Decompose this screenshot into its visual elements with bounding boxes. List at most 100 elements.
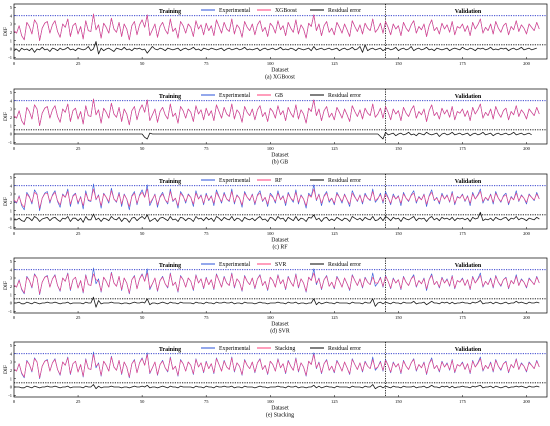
legend-label-1: Experimental bbox=[219, 93, 251, 99]
x-tick-label: 125 bbox=[331, 146, 339, 151]
y-tick-label: 1 bbox=[10, 123, 12, 128]
legend-label-3: Residual error bbox=[328, 8, 361, 14]
y-tick-label: -1 bbox=[8, 55, 12, 60]
x-tick-label: 0 bbox=[13, 315, 16, 320]
panel-caption: (d) SVR bbox=[270, 328, 290, 335]
region-label-validation: Validation bbox=[455, 94, 482, 100]
legend-label-3: Residual error bbox=[328, 346, 361, 352]
series-line-3 bbox=[14, 211, 540, 223]
x-axis-label: Dataset bbox=[271, 153, 289, 159]
x-tick-label: 75 bbox=[204, 146, 209, 151]
x-tick-label: 0 bbox=[13, 231, 16, 236]
x-tick-label: 150 bbox=[395, 399, 403, 404]
x-tick-label: 25 bbox=[76, 231, 81, 236]
series-line-3 bbox=[14, 296, 540, 308]
y-tick-label: 4 bbox=[10, 183, 13, 188]
y-tick-label: 3 bbox=[10, 276, 13, 281]
y-tick-label: 1 bbox=[10, 208, 12, 213]
x-tick-label: 150 bbox=[395, 231, 403, 236]
x-tick-label: 125 bbox=[331, 231, 339, 236]
x-tick-label: 125 bbox=[331, 399, 339, 404]
x-tick-label: 200 bbox=[523, 315, 531, 320]
y-axis-label: DIF bbox=[3, 197, 9, 206]
panel-caption: (e) Stacking bbox=[266, 412, 294, 419]
x-tick-label: 50 bbox=[140, 399, 145, 404]
plot-frame bbox=[13, 257, 548, 314]
panel-caption: (a) XGBoost bbox=[265, 74, 295, 81]
series-line-2 bbox=[13, 13, 540, 41]
y-tick-label: 4 bbox=[10, 351, 13, 356]
x-tick-label: 25 bbox=[76, 61, 81, 66]
y-tick-label: 1 bbox=[10, 38, 12, 43]
legend-label-3: Residual error bbox=[328, 262, 361, 268]
y-tick-label: 0 bbox=[10, 301, 13, 306]
region-label-training: Training bbox=[159, 9, 181, 15]
x-tick-label: 75 bbox=[204, 231, 209, 236]
x-tick-label: 75 bbox=[204, 399, 209, 404]
y-tick-label: 2 bbox=[10, 368, 12, 373]
x-tick-label: 150 bbox=[395, 61, 403, 66]
x-tick-label: 100 bbox=[267, 399, 275, 404]
plot-frame bbox=[13, 341, 548, 398]
y-tick-label: 2 bbox=[10, 115, 12, 120]
y-tick-label: 3 bbox=[10, 107, 13, 112]
x-tick-label: 0 bbox=[13, 61, 16, 66]
legend-label-1: Experimental bbox=[219, 262, 251, 268]
region-label-validation: Validation bbox=[455, 179, 482, 185]
legend-label-1: Experimental bbox=[219, 346, 251, 352]
x-tick-label: 100 bbox=[267, 315, 275, 320]
x-tick-label: 200 bbox=[523, 61, 531, 66]
y-tick-label: 3 bbox=[10, 360, 13, 365]
y-tick-label: -1 bbox=[8, 393, 12, 398]
y-tick-label: 5 bbox=[10, 259, 13, 264]
y-tick-label: 2 bbox=[10, 30, 12, 35]
y-tick-label: 0 bbox=[10, 132, 13, 137]
legend-label-3: Residual error bbox=[328, 178, 361, 184]
y-tick-label: 0 bbox=[10, 385, 13, 390]
y-tick-label: -1 bbox=[8, 225, 12, 230]
x-tick-label: 125 bbox=[331, 61, 339, 66]
x-tick-label: 175 bbox=[459, 61, 467, 66]
x-tick-label: 50 bbox=[140, 146, 145, 151]
legend-label-2: SVR bbox=[275, 262, 286, 268]
y-tick-label: -1 bbox=[8, 309, 12, 314]
x-tick-label: 50 bbox=[140, 61, 145, 66]
x-tick-label: 200 bbox=[523, 399, 531, 404]
y-tick-label: 4 bbox=[10, 98, 13, 103]
y-axis-label: DIF bbox=[3, 27, 9, 36]
plot-frame bbox=[13, 173, 548, 230]
region-label-validation: Validation bbox=[455, 347, 482, 353]
panel-caption: (c) RF bbox=[273, 244, 289, 251]
region-label-training: Training bbox=[159, 179, 181, 185]
x-tick-label: 0 bbox=[13, 399, 16, 404]
series-line-2 bbox=[13, 354, 540, 379]
y-tick-label: 4 bbox=[10, 13, 13, 18]
x-axis-label: Dataset bbox=[271, 238, 289, 244]
legend-label-1: Experimental bbox=[219, 178, 251, 184]
y-tick-label: 5 bbox=[10, 175, 13, 180]
y-tick-label: 5 bbox=[10, 5, 13, 10]
x-tick-label: 200 bbox=[523, 146, 531, 151]
x-tick-label: 125 bbox=[331, 315, 339, 320]
x-axis-label: Dataset bbox=[271, 68, 289, 74]
x-tick-label: 75 bbox=[204, 315, 209, 320]
series-line-3 bbox=[14, 384, 540, 390]
x-axis-label: Dataset bbox=[271, 322, 289, 328]
y-tick-label: 2 bbox=[10, 200, 12, 205]
legend-label-2: GB bbox=[275, 93, 283, 99]
x-tick-label: 150 bbox=[395, 315, 403, 320]
legend-label-2: XGBoost bbox=[275, 8, 297, 14]
region-label-validation: Validation bbox=[455, 9, 482, 15]
x-tick-label: 0 bbox=[13, 146, 16, 151]
region-label-training: Training bbox=[159, 347, 181, 353]
region-label-validation: Validation bbox=[455, 263, 482, 269]
y-tick-label: 0 bbox=[10, 47, 13, 52]
y-tick-label: 1 bbox=[10, 376, 12, 381]
y-tick-label: 0 bbox=[10, 217, 13, 222]
x-tick-label: 175 bbox=[459, 146, 467, 151]
region-label-training: Training bbox=[159, 263, 181, 269]
